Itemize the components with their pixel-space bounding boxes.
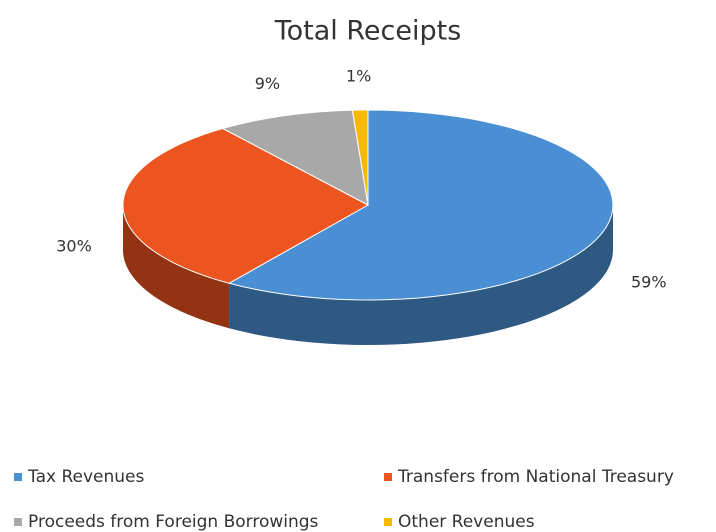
pie-slice — [227, 109, 614, 301]
legend-swatch — [14, 473, 22, 481]
pie-slice — [351, 109, 369, 206]
legend-swatch — [384, 518, 392, 526]
data-label: 30% — [56, 237, 92, 256]
legend-label: Transfers from National Treasury — [397, 467, 674, 487]
chart-title: Total Receipts — [274, 16, 462, 47]
legend-label: Other Revenues — [398, 512, 535, 532]
pie-slice — [221, 109, 369, 206]
pie-side — [229, 205, 614, 345]
data-label: 9% — [255, 74, 280, 93]
data-label: 59% — [631, 273, 667, 292]
pie-side — [123, 205, 230, 329]
pie-slice — [122, 127, 370, 284]
legend-swatch — [384, 473, 392, 481]
legend-label: Tax Revenues — [27, 467, 144, 487]
legend-label: Proceeds from Foreign Borrowings — [28, 512, 319, 532]
legend-swatch — [14, 518, 22, 526]
data-label: 1% — [346, 66, 371, 85]
